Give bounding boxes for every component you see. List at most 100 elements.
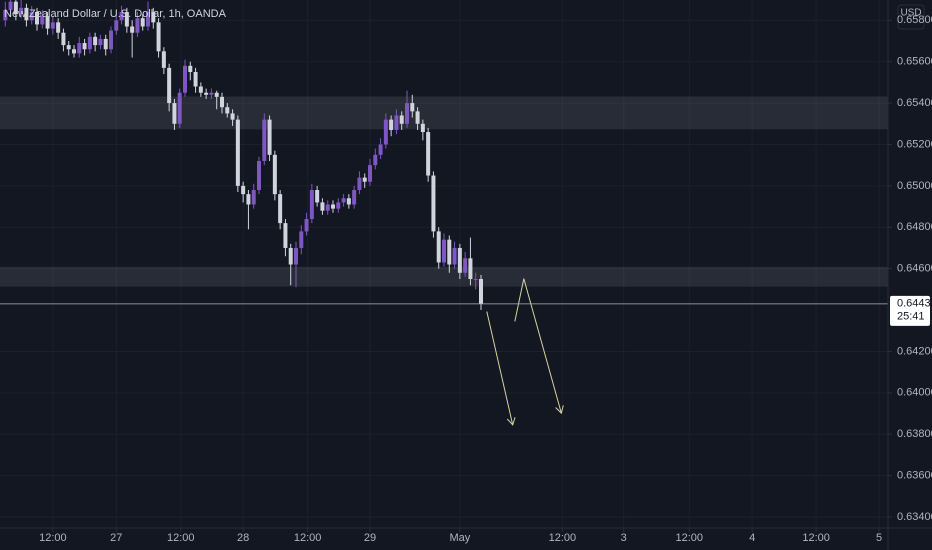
candle-body	[114, 20, 119, 31]
candle-body	[177, 92, 182, 124]
candle-body	[220, 96, 224, 108]
candle-body	[151, 12, 156, 23]
candle-body	[373, 154, 378, 166]
x-tick-label: May	[449, 532, 470, 544]
candle-body	[331, 204, 335, 209]
candle-body	[378, 144, 383, 155]
candle-body	[288, 247, 293, 265]
candle-body	[167, 67, 172, 104]
candle-body	[320, 202, 325, 211]
candle-body	[135, 18, 140, 33]
x-tick-label: 27	[110, 532, 122, 544]
candle-body	[336, 202, 341, 209]
currency-label[interactable]: USD	[900, 8, 921, 19]
candle-body	[257, 161, 261, 191]
candle-body	[394, 115, 399, 130]
currency-box[interactable]	[897, 4, 925, 30]
candle-body	[225, 107, 230, 114]
candle-body	[473, 279, 478, 281]
candle-body	[188, 65, 193, 73]
candle-body	[19, 7, 24, 15]
candle-body	[426, 132, 431, 176]
candle-body	[415, 111, 420, 124]
candle-body	[341, 198, 346, 203]
candle-body	[214, 92, 219, 97]
candle-body	[389, 119, 394, 130]
candle-body	[457, 247, 462, 273]
candle-body	[146, 12, 150, 27]
candle-body	[251, 190, 256, 205]
candle-body	[246, 194, 251, 205]
x-tick-label: 12:00	[549, 532, 577, 544]
candle-body	[193, 72, 198, 87]
candle-body	[198, 86, 203, 93]
last-price-box	[890, 295, 930, 326]
candle-body	[368, 165, 372, 182]
candle-body	[447, 239, 452, 265]
candle-body	[304, 218, 309, 232]
candle-body	[431, 175, 436, 232]
candle-body	[77, 43, 82, 54]
zone	[0, 266, 888, 287]
candle-body	[45, 16, 50, 29]
candle-body	[442, 239, 446, 263]
candle-body	[241, 185, 246, 195]
candle-body	[399, 115, 404, 124]
projection-arrow	[486, 311, 516, 426]
candle-body	[40, 16, 45, 25]
candle-body	[130, 26, 135, 33]
x-tick-label: 3	[621, 532, 627, 544]
candle-body	[204, 92, 209, 95]
candle-body	[315, 190, 320, 203]
countdown-label: 25:41	[897, 311, 925, 323]
plot-area	[0, 0, 888, 426]
candle-body	[35, 12, 39, 25]
candle-body	[87, 36, 92, 50]
zone	[0, 96, 888, 130]
candle-body	[209, 92, 214, 95]
candle-body	[283, 223, 288, 248]
x-tick-label: 5	[876, 532, 882, 544]
x-tick-label: 29	[364, 532, 376, 544]
y-tick-label: 0.65800	[897, 14, 932, 26]
candle-body	[294, 247, 298, 265]
candle-body	[262, 119, 267, 162]
x-tick-label: 12:00	[39, 532, 67, 544]
candle-body	[325, 204, 330, 211]
x-tick-label: 12:00	[675, 532, 703, 544]
candle-body	[479, 279, 483, 304]
candle-body	[119, 12, 124, 21]
x-tick-label: 12:00	[294, 532, 322, 544]
candle-body	[230, 113, 235, 120]
candle-body	[24, 7, 29, 21]
candle-body	[161, 51, 166, 68]
candle-body	[278, 194, 283, 224]
candle-body	[93, 36, 98, 46]
candle-body	[156, 22, 161, 52]
last-price-label: 0.64430	[897, 298, 932, 310]
candle-body	[13, 1, 18, 15]
candle-body	[452, 247, 457, 265]
candle-body	[109, 30, 113, 50]
candle-body	[352, 190, 357, 205]
candle-body	[82, 43, 87, 50]
x-tick-label: 4	[749, 532, 755, 544]
candle-body	[56, 22, 61, 33]
candle-body	[357, 177, 362, 191]
candle-body	[72, 49, 76, 54]
candle-body	[463, 258, 468, 273]
x-tick-label: 28	[237, 532, 249, 544]
candle-body	[235, 119, 240, 186]
candle-body	[8, 1, 13, 10]
